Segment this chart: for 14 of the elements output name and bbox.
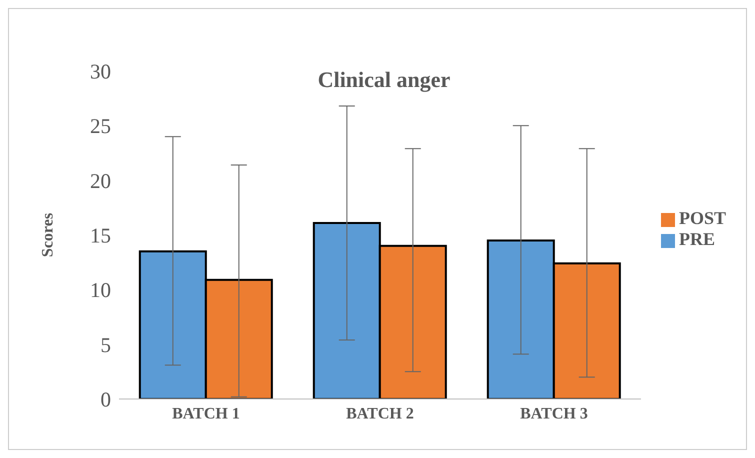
y-tick-label: 0 xyxy=(100,387,111,412)
legend-label: POST xyxy=(678,208,726,228)
y-tick-label: 15 xyxy=(90,223,111,248)
legend-label: PRE xyxy=(678,229,715,249)
y-axis-title: Scores xyxy=(40,212,57,258)
y-tick-label: 5 xyxy=(100,332,111,357)
y-tick-label: 20 xyxy=(90,168,111,193)
chart-title: Clinical anger xyxy=(316,67,452,93)
y-tick-label: 25 xyxy=(90,114,111,138)
x-tick-label: BATCH 1 xyxy=(172,405,240,422)
y-tick-label: 10 xyxy=(90,278,111,302)
x-tick-label: BATCH 3 xyxy=(520,405,588,422)
y-tick-label: 30 xyxy=(90,59,111,84)
x-tick-label: BATCH 2 xyxy=(346,405,414,422)
